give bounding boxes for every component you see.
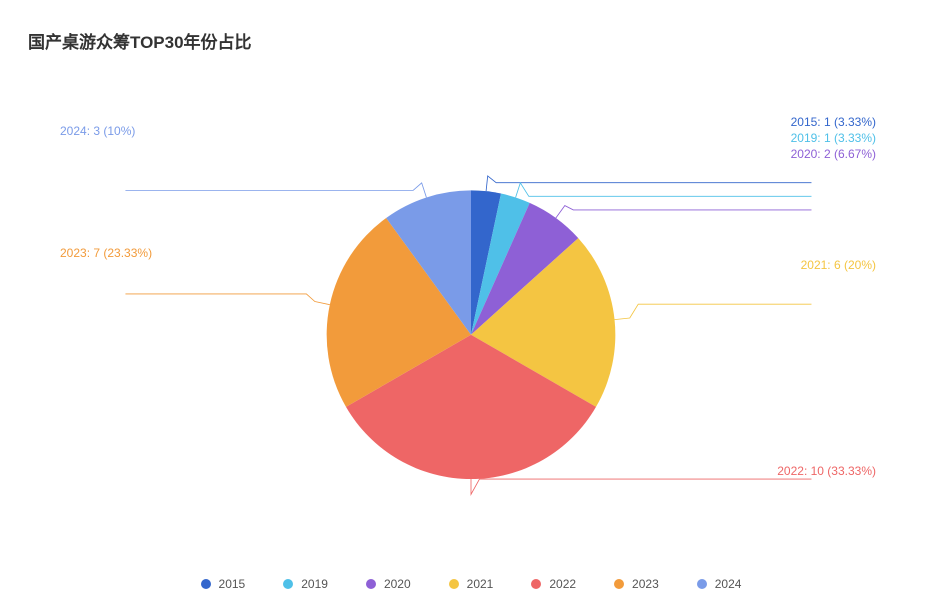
slice-label-2022: 2022: 10 (33.33%) [777,464,876,478]
leader-line [516,183,812,198]
legend-item-2021[interactable]: 2021 [449,577,494,591]
legend-label: 2020 [384,577,411,591]
legend-dot-icon [201,579,211,589]
legend-item-2024[interactable]: 2024 [697,577,742,591]
legend-item-2022[interactable]: 2022 [531,577,576,591]
legend-dot-icon [283,579,293,589]
legend-label: 2023 [632,577,659,591]
slice-label-2021: 2021: 6 (20%) [801,258,876,272]
slice-label-2023: 2023: 7 (23.33%) [60,246,152,260]
legend-dot-icon [531,579,541,589]
legend-label: 2019 [301,577,328,591]
legend-label: 2015 [219,577,246,591]
legend-item-2020[interactable]: 2020 [366,577,411,591]
legend-item-2015[interactable]: 2015 [201,577,246,591]
legend-label: 2024 [715,577,742,591]
legend-dot-icon [366,579,376,589]
leader-line [486,176,811,191]
legend-dot-icon [449,579,459,589]
slice-label-2020: 2020: 2 (6.67%) [791,147,876,161]
leader-line [125,183,426,198]
legend-label: 2022 [549,577,576,591]
legend: 2015 2019 2020 2021 2022 2023 2024 [0,577,942,591]
legend-label: 2021 [467,577,494,591]
leader-line [556,206,812,218]
legend-item-2023[interactable]: 2023 [614,577,659,591]
slice-label-2024: 2024: 3 (10%) [60,124,135,138]
chart-container: 国产桌游众筹TOP30年份占比 2015: 1 (3.33%) 2019: 1 (… [0,0,942,613]
leader-line [615,304,812,319]
slice-label-2015: 2015: 1 (3.33%) [791,115,876,129]
legend-item-2019[interactable]: 2019 [283,577,328,591]
legend-dot-icon [697,579,707,589]
leader-line [125,294,329,305]
leader-line [471,479,811,494]
chart-title: 国产桌游众筹TOP30年份占比 [28,28,252,53]
slice-label-2019: 2019: 1 (3.33%) [791,131,876,145]
legend-dot-icon [614,579,624,589]
